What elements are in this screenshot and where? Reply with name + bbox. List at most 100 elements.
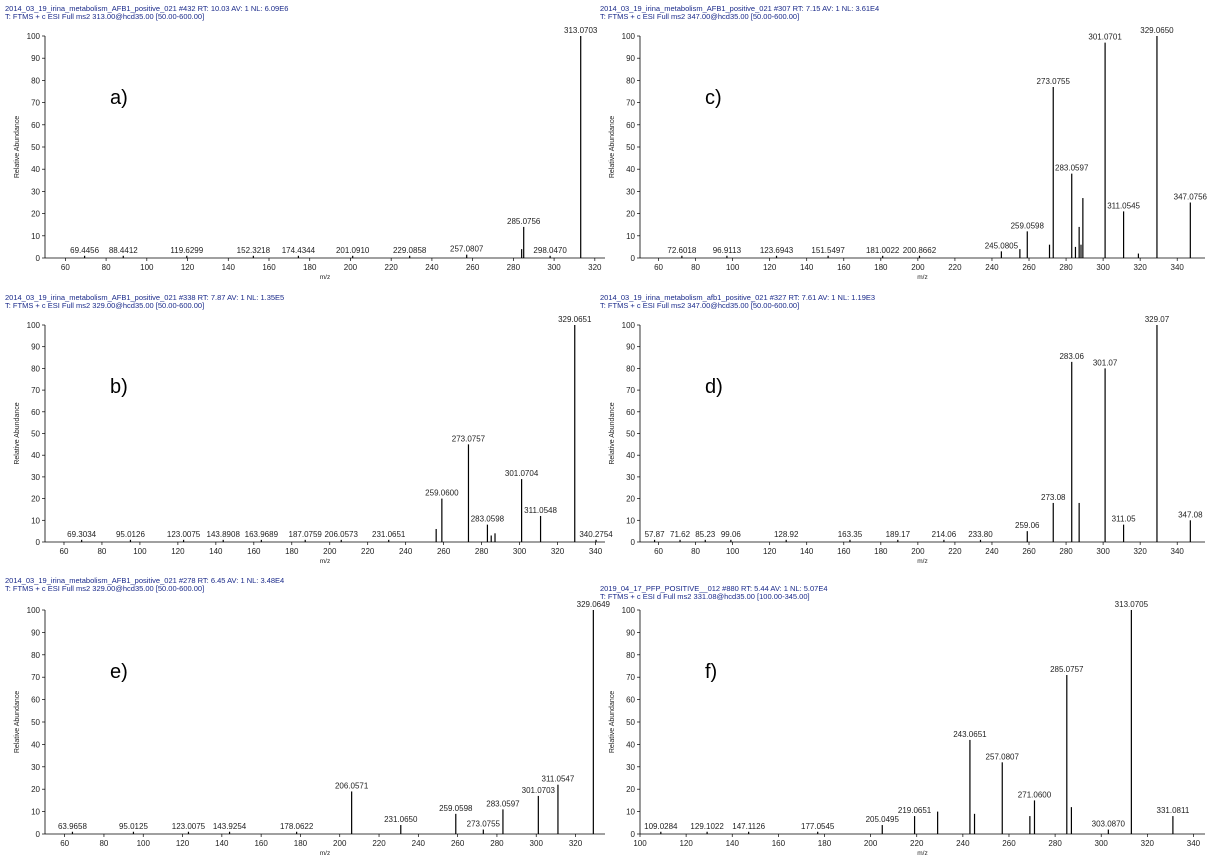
y-tick-label: 50 bbox=[626, 718, 635, 727]
x-tick-label: 120 bbox=[763, 547, 777, 556]
y-tick-label: 80 bbox=[626, 364, 635, 373]
peak-label: 119.6299 bbox=[170, 246, 203, 255]
x-tick-label: 80 bbox=[99, 839, 108, 848]
x-tick-label: 180 bbox=[303, 263, 317, 272]
y-tick-label: 90 bbox=[31, 343, 40, 352]
peak-label: 233.80 bbox=[968, 530, 993, 539]
x-tick-label: 200 bbox=[864, 839, 878, 848]
x-tick-label: 200 bbox=[323, 547, 337, 556]
peak-label: 303.0870 bbox=[1092, 820, 1126, 829]
x-tick-label: 100 bbox=[133, 547, 147, 556]
peak-label: 313.0705 bbox=[1115, 600, 1149, 609]
x-tick-label: 260 bbox=[1022, 263, 1036, 272]
y-tick-label: 100 bbox=[27, 321, 41, 330]
peak-label: 85.23 bbox=[695, 530, 716, 539]
x-tick-label: 220 bbox=[910, 839, 924, 848]
peak-label: 313.0703 bbox=[564, 26, 598, 35]
x-tick-label: 100 bbox=[140, 263, 154, 272]
x-tick-label: 120 bbox=[679, 839, 693, 848]
x-tick-label: 120 bbox=[181, 263, 195, 272]
peak-label: 151.5497 bbox=[811, 246, 845, 255]
peak-label: 71.62 bbox=[670, 530, 691, 539]
y-tick-label: 20 bbox=[31, 785, 40, 794]
x-tick-label: 220 bbox=[372, 839, 386, 848]
x-tick-label: 60 bbox=[654, 547, 663, 556]
peak-label: 163.9689 bbox=[245, 530, 279, 539]
x-tick-label: 260 bbox=[451, 839, 465, 848]
x-tick-label: 200 bbox=[333, 839, 347, 848]
y-tick-label: 40 bbox=[626, 451, 635, 460]
y-tick-label: 70 bbox=[31, 386, 40, 395]
x-tick-label: 340 bbox=[1187, 839, 1201, 848]
peak-label: 231.0650 bbox=[384, 815, 418, 824]
peak-label: 189.17 bbox=[886, 530, 911, 539]
y-axis-label: Relative Abundance bbox=[609, 402, 616, 464]
y-tick-label: 30 bbox=[626, 187, 635, 196]
peak-label: 273.0757 bbox=[452, 434, 486, 443]
peak-label: 311.0547 bbox=[542, 775, 575, 784]
peak-label: 257.0807 bbox=[986, 752, 1020, 761]
peak-label: 329.07 bbox=[1145, 315, 1170, 324]
y-axis-label: Relative Abundance bbox=[14, 691, 21, 753]
y-tick-label: 40 bbox=[626, 165, 635, 174]
x-tick-label: 60 bbox=[654, 263, 663, 272]
x-tick-label: 220 bbox=[385, 263, 399, 272]
peak-label: 206.0571 bbox=[335, 781, 369, 790]
peak-label: 96.9113 bbox=[713, 246, 742, 255]
y-tick-label: 0 bbox=[631, 254, 636, 263]
y-tick-label: 100 bbox=[622, 32, 636, 41]
x-axis-label: m/z bbox=[320, 850, 330, 856]
peak-label: 283.0598 bbox=[471, 515, 505, 524]
y-tick-label: 10 bbox=[31, 232, 40, 241]
peak-label: 243.0651 bbox=[953, 730, 987, 739]
x-tick-label: 180 bbox=[874, 263, 888, 272]
x-tick-label: 80 bbox=[691, 547, 700, 556]
x-tick-label: 180 bbox=[874, 547, 888, 556]
peak-label: 273.0755 bbox=[467, 820, 501, 829]
y-tick-label: 90 bbox=[626, 343, 635, 352]
peak-label: 123.6943 bbox=[760, 246, 794, 255]
x-tick-label: 160 bbox=[837, 547, 851, 556]
x-tick-label: 60 bbox=[60, 547, 69, 556]
peak-label: 200.8662 bbox=[903, 246, 937, 255]
y-tick-label: 30 bbox=[31, 763, 40, 772]
peak-label: 301.07 bbox=[1093, 358, 1118, 367]
x-tick-label: 280 bbox=[1059, 263, 1073, 272]
peak-label: 298.0470 bbox=[533, 246, 567, 255]
peak-label: 123.0075 bbox=[167, 530, 201, 539]
peak-label: 347.0756 bbox=[1174, 193, 1208, 202]
peak-label: 57.87 bbox=[645, 530, 666, 539]
peak-label: 163.35 bbox=[838, 530, 863, 539]
x-axis-label: m/z bbox=[320, 558, 330, 565]
x-tick-label: 160 bbox=[837, 263, 851, 272]
x-tick-label: 280 bbox=[1048, 839, 1062, 848]
y-tick-label: 50 bbox=[31, 718, 40, 727]
y-tick-label: 50 bbox=[626, 143, 635, 152]
x-tick-label: 200 bbox=[911, 263, 925, 272]
x-tick-label: 320 bbox=[1133, 263, 1147, 272]
x-tick-label: 100 bbox=[137, 839, 151, 848]
x-tick-label: 260 bbox=[1022, 547, 1036, 556]
x-tick-label: 320 bbox=[588, 263, 602, 272]
y-tick-label: 100 bbox=[622, 606, 636, 615]
x-tick-label: 300 bbox=[1095, 839, 1109, 848]
peak-label: 123.0075 bbox=[172, 822, 206, 831]
x-tick-label: 220 bbox=[948, 263, 962, 272]
x-tick-label: 260 bbox=[1002, 839, 1016, 848]
x-tick-label: 60 bbox=[61, 263, 70, 272]
x-tick-label: 320 bbox=[1141, 839, 1155, 848]
y-tick-label: 60 bbox=[626, 121, 635, 130]
x-tick-label: 300 bbox=[513, 547, 527, 556]
peak-label: 143.9254 bbox=[213, 822, 247, 831]
y-tick-label: 70 bbox=[31, 99, 40, 108]
y-tick-label: 90 bbox=[626, 628, 635, 637]
x-tick-label: 220 bbox=[948, 547, 962, 556]
x-tick-label: 140 bbox=[209, 547, 223, 556]
y-tick-label: 20 bbox=[626, 785, 635, 794]
x-tick-label: 100 bbox=[726, 547, 740, 556]
y-tick-label: 30 bbox=[626, 763, 635, 772]
peak-label: 128.92 bbox=[774, 530, 799, 539]
scan-filter: T: FTMS + c ESI Full ms2 329.00@hcd35.00… bbox=[5, 301, 204, 310]
y-tick-label: 60 bbox=[31, 121, 40, 130]
